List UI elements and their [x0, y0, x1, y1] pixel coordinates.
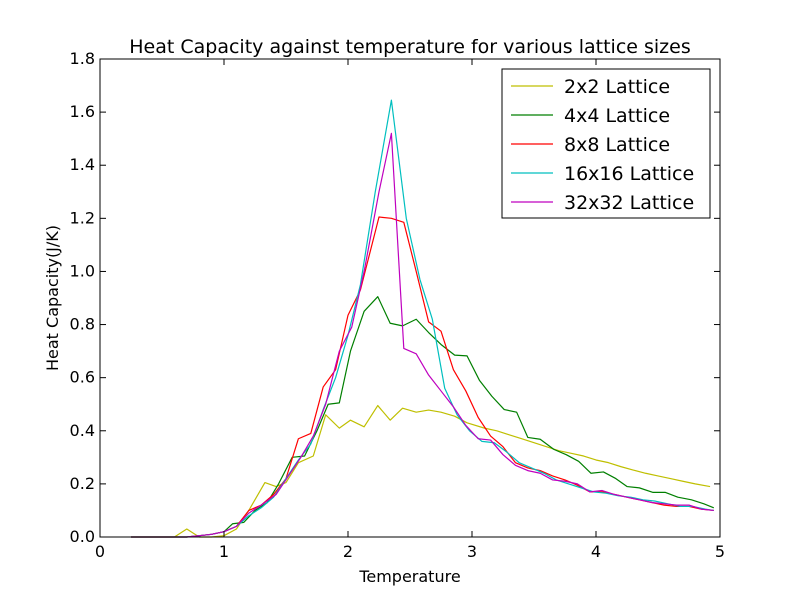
tick-layer: 0 1 2 3 4 5 0.0 0.2 0.4 0.6 0.8 1.0 1.2 1.4 1.6 1.8 — [70, 49, 726, 561]
chart-title: Heat Capacity against temperature for va… — [129, 36, 690, 58]
y-tick-label: 0.6 — [70, 368, 95, 387]
plot-frame — [99, 58, 721, 538]
series-line-4x4-lattice — [131, 296, 715, 538]
x-axis-label: Temperature — [358, 567, 460, 586]
legend: 2x2 Lattice 4x4 Lattice 8x8 Lattice 16x16 L… — [501, 68, 711, 219]
y-tick-label: 0.0 — [70, 527, 95, 546]
x-tick-label: 5 — [715, 542, 725, 561]
x-tick-label: 1 — [219, 542, 229, 561]
y-tick-label: 1.2 — [70, 208, 95, 227]
legend-label: 8x8 Lattice — [564, 134, 670, 156]
series-line-32x32-lattice — [131, 132, 714, 538]
y-tick-label: 1.4 — [70, 155, 95, 174]
y-tick-label: 1.6 — [70, 102, 95, 121]
legend-label: 2x2 Lattice — [564, 76, 670, 98]
legend-label: 16x16 Lattice — [564, 163, 694, 185]
x-tick-label: 4 — [591, 542, 601, 561]
y-tick-label: 0.2 — [70, 474, 95, 493]
y-tick-label: 0.8 — [70, 315, 95, 334]
y-axis-label: Heat Capacity(J/K) — [43, 225, 62, 371]
x-tick-label: 3 — [467, 542, 477, 561]
series-layer — [131, 99, 715, 538]
y-tick-label: 1.8 — [70, 49, 95, 68]
x-tick-label: 2 — [343, 542, 353, 561]
legend-label: 4x4 Lattice — [564, 105, 670, 127]
y-tick-label: 0.4 — [70, 421, 95, 440]
x-tick-label: 0 — [95, 542, 105, 561]
y-tick-label: 1.0 — [70, 261, 95, 280]
legend-label: 32x32 Lattice — [564, 192, 694, 214]
